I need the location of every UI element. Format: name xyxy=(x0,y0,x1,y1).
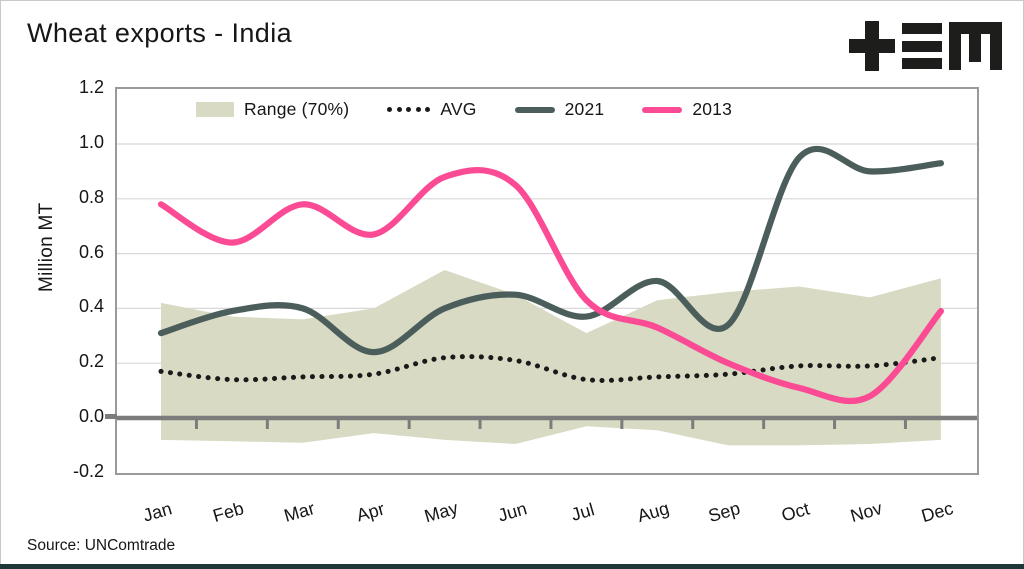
y-tick-label: 1.0 xyxy=(78,132,104,152)
x-tick-label-mar: Mar xyxy=(281,498,317,526)
legend-item-2021: 2021 xyxy=(514,99,605,120)
x-tick-label-jun: Jun xyxy=(495,498,529,526)
legend-label-2021: 2021 xyxy=(564,99,605,119)
logo-m-icon xyxy=(949,22,1002,70)
zero-axis-overhang xyxy=(105,414,117,419)
x-tick-label-aug: Aug xyxy=(635,497,672,527)
x-tick-label-oct: Oct xyxy=(779,498,812,526)
x-tick-label-jul: Jul xyxy=(569,499,597,525)
x-tick-label-sep: Sep xyxy=(706,497,743,527)
y-tick-label: -0.2 xyxy=(72,460,104,481)
line-swatch-2021-icon xyxy=(514,106,555,113)
y-tick-label: 1.2 xyxy=(78,77,104,98)
chart-legend: Range (70%) AVG 2021 2013 xyxy=(196,99,732,120)
y-axis-ticks: 1.2 1.0 0.8 0.6 0.4 0.2 0.0 -0.2 xyxy=(50,0,104,569)
range-band xyxy=(161,270,941,446)
line-swatch-2013-icon xyxy=(642,106,683,113)
bottom-accent-bar xyxy=(0,564,1024,569)
legend-item-avg: AVG xyxy=(387,99,476,120)
legend-label-avg: AVG xyxy=(440,99,477,119)
legend-label-2013: 2013 xyxy=(692,99,733,119)
y-tick-label: 0.8 xyxy=(78,186,104,207)
x-tick-label-dec: Dec xyxy=(919,497,956,527)
y-tick-label: 0.6 xyxy=(78,241,104,262)
legend-item-2013: 2013 xyxy=(642,99,732,120)
logo-plus-icon xyxy=(849,21,895,71)
x-tick-label-nov: Nov xyxy=(848,497,885,527)
legend-label-range: Range (70%) xyxy=(244,99,350,119)
x-tick-label-feb: Feb xyxy=(210,498,246,526)
chart-canvas xyxy=(117,143,977,446)
y-tick-label: 0.4 xyxy=(78,296,104,317)
chart-title: Wheat exports - India xyxy=(27,18,293,48)
series-2021-line xyxy=(157,145,944,356)
range-swatch-icon xyxy=(196,102,234,117)
dotted-line-swatch-icon xyxy=(387,107,431,112)
tem-logo xyxy=(849,21,1002,71)
series-2013-line xyxy=(157,167,944,404)
source-note: Source: UNComtrade xyxy=(27,537,176,554)
x-tick-label-apr: Apr xyxy=(353,498,387,526)
y-tick-label: 0.2 xyxy=(78,351,104,372)
x-tick-label-jan: Jan xyxy=(140,498,175,526)
plot-area xyxy=(115,87,979,475)
legend-item-range: Range (70%) xyxy=(196,99,349,120)
x-tick-label-may: May xyxy=(421,497,460,527)
y-tick-label: 0.0 xyxy=(78,406,104,426)
logo-bars-icon xyxy=(902,23,942,69)
